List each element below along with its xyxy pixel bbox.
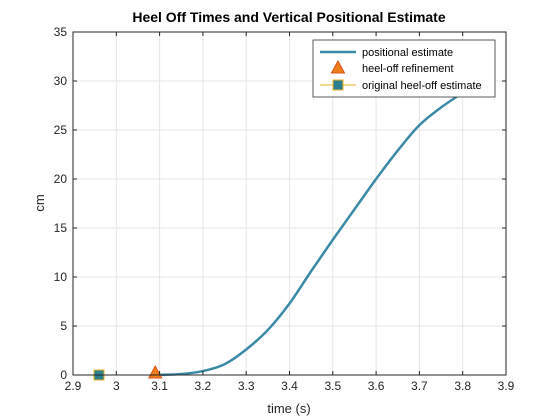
legend: positional estimate heel-off refinement or…: [312, 39, 496, 98]
x-tick-label: 3.5: [324, 379, 341, 393]
legend-entry-label: positional estimate: [362, 47, 453, 59]
y-tick-label: 35: [54, 25, 68, 39]
legend-square-swatch: [332, 79, 344, 91]
x-tick-label: 3.9: [498, 379, 515, 393]
y-tick-label: 5: [60, 319, 67, 333]
x-tick-label: 3.6: [368, 379, 385, 393]
y-tick-label: 15: [54, 221, 68, 235]
y-tick-label: 25: [54, 123, 68, 137]
legend-triangle-swatch: [330, 59, 346, 74]
x-tick-label: 2.9: [65, 379, 82, 393]
x-tick-label: 3: [113, 379, 120, 393]
x-tick-label: 3.3: [238, 379, 255, 393]
axis-ticks: 2.9 3 3.1 3.2 3.3 3.4 3.5 3.6 3.7 3.8 3.9 0 5 10 15 20 2…: [54, 25, 515, 393]
x-axis-label: time (s): [267, 401, 310, 416]
x-tick-label: 3.7: [411, 379, 428, 393]
y-tick-label: 10: [54, 270, 68, 284]
y-tick-label: 20: [54, 172, 68, 186]
legend-entry-label: original heel-off estimate: [362, 80, 482, 92]
x-tick-label: 3.8: [454, 379, 471, 393]
x-tick-label: 3.1: [151, 379, 168, 393]
legend-entry-label: heel-off refinement: [362, 63, 454, 75]
y-axis-label: cm: [32, 194, 47, 211]
positional-estimate-line: [155, 91, 464, 377]
chart-title: Heel Off Times and Vertical Positional E…: [132, 9, 446, 25]
x-tick-label: 3.4: [281, 379, 298, 393]
x-tick-label: 3.2: [195, 379, 212, 393]
y-tick-label: 0: [60, 368, 67, 382]
y-tick-label: 30: [54, 74, 68, 88]
